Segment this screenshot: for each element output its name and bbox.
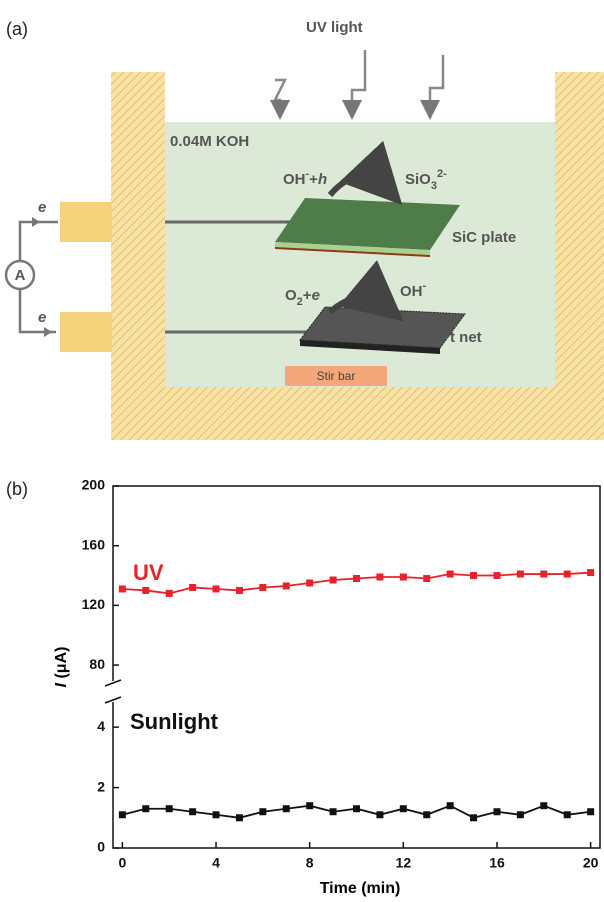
anode-label: SiC plate	[452, 229, 516, 246]
data-point	[423, 575, 430, 582]
data-point	[587, 808, 594, 815]
data-point	[213, 811, 220, 818]
data-point	[400, 574, 407, 581]
panel-label: (a)	[6, 19, 28, 39]
y-tick-label: 4	[97, 718, 105, 734]
series-label: UV	[133, 560, 164, 585]
y-tick-label: 80	[89, 656, 105, 672]
y-axis-title: I (μA)	[53, 647, 70, 688]
data-point	[119, 811, 126, 818]
x-tick-label: 4	[212, 855, 220, 871]
data-point	[470, 572, 477, 579]
solution-label: 0.04M KOH	[170, 133, 249, 150]
tab	[60, 312, 112, 352]
data-point	[587, 569, 594, 576]
plot-frame	[113, 486, 600, 848]
data-point	[236, 587, 243, 594]
data-point	[142, 805, 149, 812]
data-point	[330, 808, 337, 815]
data-point	[540, 571, 547, 578]
data-point	[564, 811, 571, 818]
y-tick-label: 120	[82, 596, 106, 612]
data-point	[213, 585, 220, 592]
data-point	[189, 808, 196, 815]
data-point	[423, 811, 430, 818]
reaction-label: OH-+h	[283, 168, 327, 188]
data-point	[306, 802, 313, 809]
panel-label: (b)	[6, 479, 28, 499]
data-point	[353, 805, 360, 812]
data-point	[259, 808, 266, 815]
x-tick-label: 12	[396, 855, 412, 871]
data-point	[447, 802, 454, 809]
electron-label: e	[38, 199, 46, 216]
data-point	[283, 582, 290, 589]
data-point	[376, 574, 383, 581]
data-point	[142, 587, 149, 594]
data-point	[283, 805, 290, 812]
sic-plate	[275, 198, 460, 250]
circuit-arrow	[44, 327, 52, 337]
data-point	[470, 814, 477, 821]
data-point	[400, 805, 407, 812]
data-point	[540, 802, 547, 809]
tab	[60, 202, 112, 242]
x-tick-label: 16	[489, 855, 505, 871]
data-point	[330, 577, 337, 584]
opening	[165, 72, 555, 122]
data-point	[447, 571, 454, 578]
y-tick-label: 160	[82, 536, 106, 552]
light-label: UV light	[306, 19, 363, 36]
data-point	[376, 811, 383, 818]
data-point	[564, 571, 571, 578]
data-point	[517, 811, 524, 818]
data-point	[353, 575, 360, 582]
data-point	[517, 571, 524, 578]
cathode-label: Pt net	[440, 329, 482, 346]
y-tick-label: 200	[82, 477, 106, 493]
data-point	[493, 808, 500, 815]
data-point	[166, 805, 173, 812]
y-tick-label: 2	[97, 778, 105, 794]
x-axis-title: Time (min)	[320, 880, 401, 897]
electron-label: e	[38, 309, 46, 326]
data-point	[259, 584, 266, 591]
data-point	[189, 584, 196, 591]
ammeter-label: A	[15, 267, 26, 284]
diagram: A e e UV light 0.04M KOH OH-+h SiO32- Si…	[6, 19, 604, 440]
x-tick-label: 0	[118, 855, 126, 871]
series-label: Sunlight	[130, 709, 219, 734]
data-point	[306, 579, 313, 586]
x-tick-label: 8	[306, 855, 314, 871]
y-tick-label: 0	[97, 839, 105, 855]
data-point	[119, 585, 126, 592]
data-point	[493, 572, 500, 579]
stirrer-label: Stir bar	[317, 369, 356, 383]
data-point	[166, 590, 173, 597]
figure: (a) A e e UV light 0.04M KOH OH-+h SiO32…	[0, 0, 604, 902]
chart: Time (min) I (μA) 0 2 4 80 120 160 200 0 4 8 12 16 2…	[53, 477, 600, 898]
x-tick-label: 20	[583, 855, 599, 871]
data-point	[236, 814, 243, 821]
circuit-arrow	[32, 217, 40, 227]
